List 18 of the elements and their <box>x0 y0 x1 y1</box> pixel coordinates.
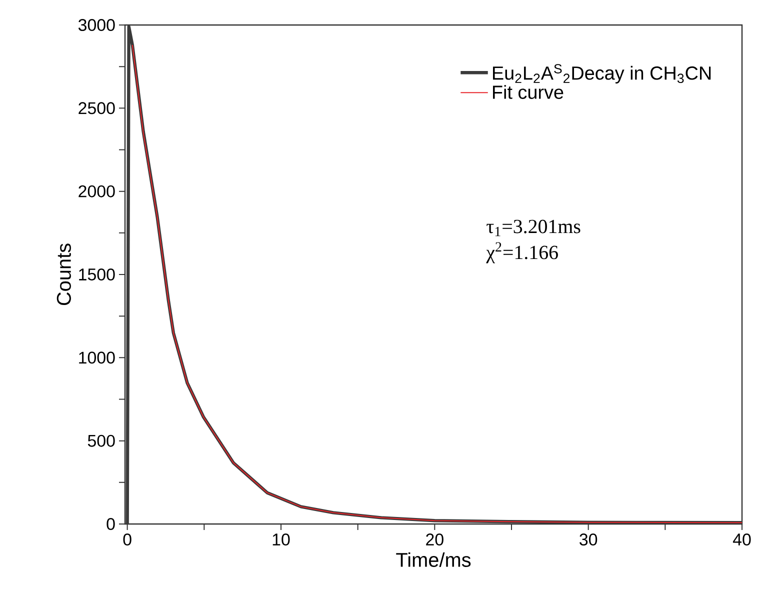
y-tick-label: 500 <box>88 434 115 447</box>
annotation: χ$^{2}$=1.166 <box>486 242 558 264</box>
text: Eu$_{2}$L$_{2}$A$^{S}$$_{2}$Decay in CH$_{3}$CN <box>493 64 711 84</box>
y-tick-label: 2000 <box>78 185 115 198</box>
x-axis-title: Time/ms <box>396 552 471 567</box>
y-axis-title: Counts <box>56 244 71 306</box>
legend-label: Fit curve <box>493 85 564 99</box>
y-tick-label: 3000 <box>78 18 115 31</box>
x-tick-label: 30 <box>580 534 598 546</box>
x-tick-label: 20 <box>426 534 444 546</box>
y-tick-label: 2500 <box>78 102 115 114</box>
x-tick-label: 10 <box>272 534 290 546</box>
x-tick-label: 0 <box>123 534 132 546</box>
x-tick-label: 40 <box>732 534 751 546</box>
annotation: τ$_{1}$=3.201ms <box>486 220 580 236</box>
y-tick-label: 1500 <box>79 268 115 280</box>
y-tick-label: 0 <box>106 518 115 530</box>
y-tick-label: 1000 <box>79 352 115 364</box>
